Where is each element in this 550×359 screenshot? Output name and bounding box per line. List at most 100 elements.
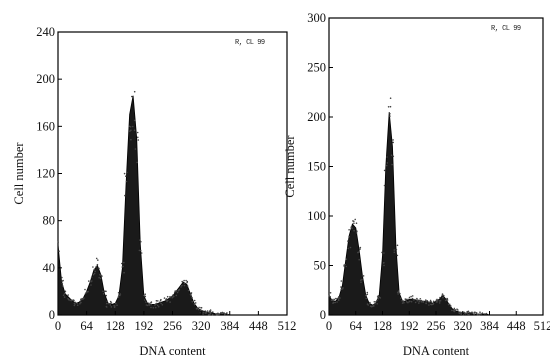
event-dot [368, 302, 371, 305]
event-dot [485, 312, 488, 315]
event-dot [359, 246, 362, 249]
event-dot [61, 282, 64, 285]
event-dot [468, 311, 471, 314]
event-dot [345, 265, 348, 268]
event-dot [95, 257, 98, 260]
event-dot [375, 301, 377, 303]
event-dot [109, 304, 112, 306]
event-dot [332, 302, 334, 304]
event-dot [473, 313, 475, 316]
histogram-panel-2: 0 50 100 150 200 250 300 0 64 128 192 256 320 384 448 5… [283, 11, 550, 358]
event-dot [180, 286, 182, 288]
event-dot [92, 273, 95, 276]
event-dot [129, 130, 131, 132]
event-dot [105, 294, 107, 297]
event-dot [361, 278, 363, 281]
event-dot [79, 302, 81, 305]
event-dot [358, 258, 361, 261]
event-dot [356, 230, 358, 232]
event-dot [376, 299, 378, 302]
event-dot [109, 300, 112, 303]
event-dot [396, 244, 399, 247]
event-dot [197, 308, 200, 311]
event-dot [186, 285, 189, 287]
event-dot [191, 300, 194, 303]
event-dot [207, 314, 210, 316]
event-dot [119, 293, 122, 295]
event-dot [174, 290, 176, 292]
event-dot [57, 241, 59, 243]
event-dot [354, 218, 357, 221]
event-dot [377, 298, 379, 300]
event-dot [128, 125, 131, 128]
event-dot [73, 302, 76, 305]
event-dot [204, 312, 207, 314]
event-dot [143, 294, 145, 297]
event-dot [408, 296, 411, 299]
event-dot [148, 304, 151, 306]
event-dot [61, 276, 63, 279]
event-dot [365, 297, 368, 300]
event-dot [445, 299, 448, 302]
event-dot [407, 301, 409, 304]
event-dot [123, 271, 125, 274]
event-dot [339, 297, 341, 299]
event-dot [438, 300, 441, 302]
event-dot [454, 309, 457, 311]
event-dot [439, 296, 441, 299]
event-dot [347, 247, 349, 250]
event-dot [99, 277, 102, 280]
event-dot [69, 299, 71, 302]
x-tick-label: 512 [278, 319, 297, 333]
event-dot [157, 305, 160, 308]
x-tick-label: 320 [192, 319, 211, 333]
event-dot [194, 302, 197, 304]
event-dot [381, 251, 383, 254]
event-dot [114, 305, 116, 307]
event-dot [349, 246, 352, 249]
x-axis-label: DNA content [403, 344, 470, 358]
event-dot [390, 154, 393, 156]
event-dot [212, 311, 214, 313]
event-dot [155, 300, 158, 302]
event-dot [160, 298, 162, 301]
event-dot [140, 252, 143, 254]
event-dot [124, 194, 126, 197]
event-dot [88, 280, 90, 282]
event-dot [163, 297, 166, 299]
event-dot [398, 290, 400, 292]
event-dot [333, 298, 335, 301]
event-dot [360, 279, 362, 282]
event-dot [386, 156, 388, 158]
event-dot [481, 312, 484, 314]
y-tick-label: 250 [307, 61, 326, 75]
event-dot [401, 300, 403, 302]
event-dot [480, 313, 482, 315]
y-tick-label: 120 [36, 167, 55, 181]
event-dot [411, 295, 414, 297]
event-dot [453, 310, 456, 313]
event-dot [334, 301, 337, 304]
event-dot [190, 292, 192, 295]
event-dot [206, 310, 209, 312]
event-dot [383, 252, 385, 254]
event-dot [484, 313, 486, 315]
event-dot [150, 303, 152, 306]
event-dot [416, 297, 418, 300]
event-dot [352, 220, 354, 222]
event-dot [125, 175, 127, 177]
event-dot [118, 294, 120, 297]
event-dot [71, 299, 74, 302]
event-dot [150, 301, 153, 303]
event-dot [345, 258, 348, 261]
x-axis-label: DNA content [139, 344, 206, 358]
corner-tag: R, CL 99 [491, 25, 521, 33]
event-dot [96, 263, 99, 266]
event-dot [446, 297, 448, 300]
event-dot [428, 301, 430, 304]
event-dot [451, 309, 453, 312]
event-dot [376, 303, 379, 305]
y-tick-label: 200 [307, 110, 326, 124]
event-dot [202, 311, 205, 314]
